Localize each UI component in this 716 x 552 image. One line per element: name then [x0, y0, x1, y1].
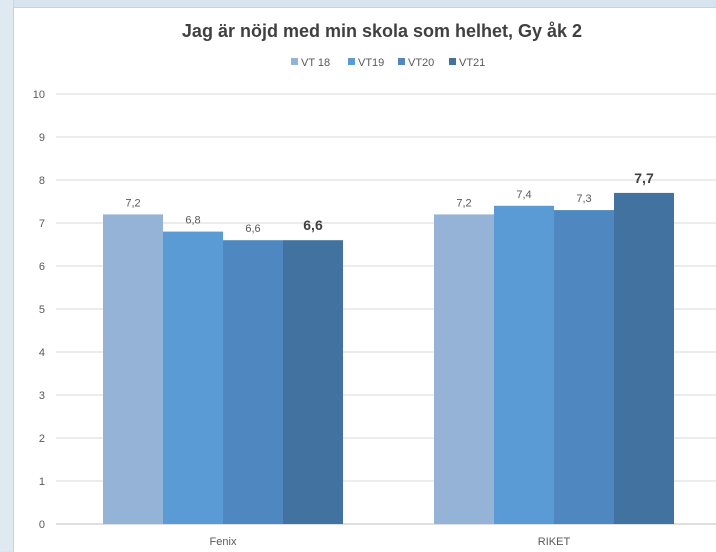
legend-swatch [398, 58, 405, 65]
bar-fenix-vt18 [103, 214, 163, 524]
category-label: RIKET [538, 536, 571, 548]
value-label: 7,7 [634, 170, 654, 186]
bar-riket-vt21 [614, 192, 674, 524]
category-label: Fenix [210, 536, 237, 548]
bar-riket-vt20 [554, 210, 614, 524]
y-tick-label: 7 [39, 218, 45, 230]
y-tick-label: 3 [39, 390, 45, 402]
y-tick-label: 6 [39, 261, 45, 273]
left-side-strip [0, 0, 14, 551]
value-label: 7,3 [576, 193, 591, 205]
y-tick-label: 8 [39, 175, 45, 187]
y-tick-label: 1 [39, 476, 45, 488]
bar-riket-vt19 [494, 205, 554, 525]
legend-swatch [449, 58, 456, 65]
bar-series [103, 192, 674, 525]
legend-label: VT 18 [301, 57, 330, 69]
legend-label: VT19 [358, 57, 384, 69]
legend-label: VT20 [408, 57, 434, 69]
chart-legend: VT 18 VT19 VT20 VT21 [291, 57, 485, 69]
bar-chart: Jag är nöjd med min skola som helhet, Gy… [33, 21, 716, 548]
bar-fenix-vt21 [283, 240, 343, 524]
y-tick-label: 2 [39, 433, 45, 445]
legend-label: VT21 [459, 57, 485, 69]
chart-axis: 0 1 2 3 4 5 6 7 8 9 10 Fenix RIKET [33, 89, 571, 548]
y-tick-label: 9 [39, 132, 45, 144]
value-label: 6,6 [245, 223, 260, 235]
value-label: 6,8 [185, 215, 200, 227]
value-label: 7,2 [456, 197, 471, 209]
bar-riket-vt18 [434, 214, 494, 524]
value-label: 6,6 [303, 217, 323, 233]
legend-swatch [291, 58, 298, 65]
bar-fenix-vt20 [223, 240, 283, 524]
legend-swatch [348, 58, 355, 65]
y-tick-label: 5 [39, 304, 45, 316]
y-tick-label: 4 [39, 347, 45, 359]
value-label: 7,4 [516, 189, 531, 201]
chart-panel: Jag är nöjd med min skola som helhet, Gy… [13, 7, 716, 552]
value-label: 7,2 [125, 197, 140, 209]
chart-title: Jag är nöjd med min skola som helhet, Gy… [182, 21, 582, 41]
y-tick-label: 0 [39, 519, 45, 531]
bar-fenix-vt19 [163, 231, 223, 524]
y-tick-label: 10 [33, 89, 45, 101]
value-labels: 7,2 6,8 6,6 6,6 7,2 7,4 7,3 7,7 [125, 170, 654, 235]
